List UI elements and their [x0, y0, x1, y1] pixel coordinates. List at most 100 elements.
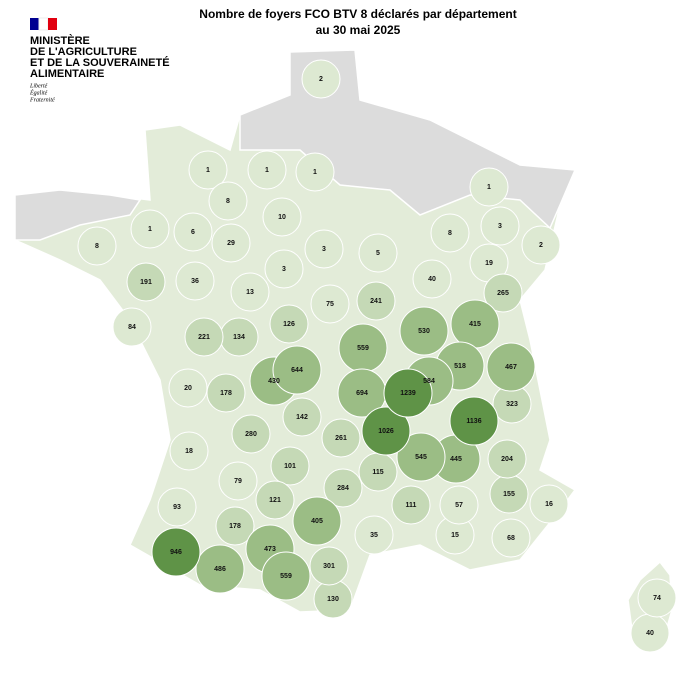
department-count: 221	[198, 334, 210, 341]
department-count: 115	[372, 469, 383, 476]
flag-white	[38, 17, 49, 31]
department-area	[295, 152, 335, 192]
department-area	[151, 527, 201, 577]
department-area	[399, 306, 449, 356]
department-count: 8	[95, 243, 99, 250]
department-count: 486	[214, 566, 226, 573]
department-count: 16	[545, 501, 553, 508]
department-count: 584	[423, 378, 435, 385]
department-area	[261, 551, 311, 601]
department-count: 68	[507, 535, 515, 542]
department-area	[301, 59, 341, 99]
department-count: 2	[539, 242, 543, 249]
department-count: 1	[206, 167, 210, 174]
department-area	[430, 213, 470, 253]
department-count: 545	[415, 454, 427, 461]
department-count: 280	[245, 431, 257, 438]
department-area	[637, 578, 677, 618]
department-count: 111	[406, 502, 417, 509]
department-area	[361, 406, 411, 456]
department-area	[231, 414, 271, 454]
department-count: 18	[185, 448, 193, 455]
department-area	[358, 233, 398, 273]
department-count: 3	[282, 266, 286, 273]
department-count: 6	[191, 229, 195, 236]
department-area	[469, 167, 509, 207]
department-area	[215, 506, 255, 546]
department-count: 40	[428, 276, 436, 283]
department-count: 430	[268, 378, 280, 385]
department-area	[396, 432, 446, 482]
department-count: 36	[191, 278, 199, 285]
department-area	[175, 261, 215, 301]
department-count: 518	[454, 363, 466, 370]
flag-blue	[30, 18, 39, 30]
department-area	[270, 446, 310, 486]
department-area	[247, 150, 287, 190]
department-count: 93	[173, 504, 181, 511]
department-count: 5	[376, 250, 380, 257]
department-count: 75	[326, 301, 334, 308]
department-count: 473	[264, 546, 276, 553]
department-count: 15	[451, 532, 459, 539]
department-area	[486, 342, 536, 392]
logo-line: ALIMENTAIRE	[30, 68, 104, 80]
department-area	[169, 431, 209, 471]
department-count: 191	[140, 279, 152, 286]
department-area	[354, 515, 394, 555]
department-count: 1	[265, 167, 269, 174]
department-area	[77, 226, 117, 266]
department-area	[491, 518, 531, 558]
department-count: 1026	[378, 428, 394, 435]
logo-line: DE L'AGRICULTURE	[30, 46, 137, 58]
department-count: 10	[278, 214, 286, 221]
department-count: 415	[469, 321, 481, 328]
department-area	[264, 249, 304, 289]
department-area	[130, 209, 170, 249]
department-count: 57	[455, 502, 463, 509]
motto: Liberté	[29, 83, 48, 89]
department-count: 1239	[400, 390, 416, 397]
department-area	[184, 317, 224, 357]
department-count: 3	[322, 246, 326, 253]
department-count: 121	[269, 497, 281, 504]
department-count: 84	[128, 324, 136, 331]
department-count: 323	[506, 401, 518, 408]
department-count: 130	[327, 596, 339, 603]
department-area	[487, 439, 527, 479]
department-count: 20	[184, 385, 192, 392]
department-count: 241	[370, 298, 382, 305]
department-area	[292, 496, 342, 546]
department-count: 946	[170, 549, 182, 556]
department-area	[218, 461, 258, 501]
department-count: 178	[220, 390, 232, 397]
department-count: 155	[503, 491, 515, 498]
department-count: 3	[498, 223, 502, 230]
department-area	[157, 487, 197, 527]
department-area	[208, 181, 248, 221]
unaffected-zone	[14, 189, 142, 241]
department-count: 178	[229, 523, 241, 530]
department-area	[356, 281, 396, 321]
department-count: 694	[356, 390, 368, 397]
department-area	[521, 225, 561, 265]
department-count: 126	[283, 321, 295, 328]
department-count: 261	[335, 435, 347, 442]
department-count: 1	[313, 169, 317, 176]
logo-line: ET DE LA SOUVERAINETÉ	[30, 56, 170, 69]
department-area	[173, 212, 213, 252]
department-area	[269, 304, 309, 344]
department-area	[323, 468, 363, 508]
department-area	[188, 150, 228, 190]
department-area	[449, 396, 499, 446]
department-area	[168, 368, 208, 408]
department-area	[412, 259, 452, 299]
department-area	[272, 345, 322, 395]
department-count: 467	[505, 364, 517, 371]
department-count: 445	[450, 456, 462, 463]
department-count: 13	[246, 289, 254, 296]
department-count: 79	[234, 478, 242, 485]
department-area	[304, 229, 344, 269]
department-area	[262, 197, 302, 237]
